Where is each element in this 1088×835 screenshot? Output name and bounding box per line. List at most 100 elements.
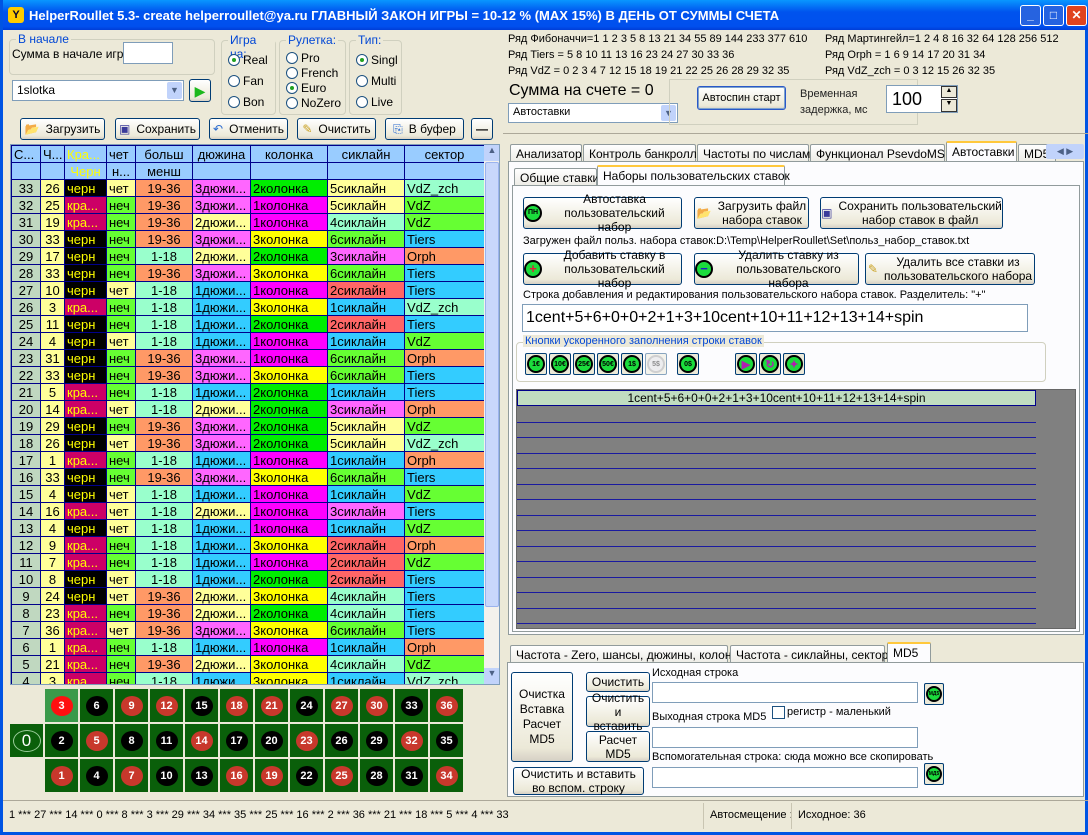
- board-number-25[interactable]: 25: [325, 759, 358, 792]
- eraser-button[interactable]: ✦: [783, 353, 805, 375]
- profile-select[interactable]: 1slotka ▼: [12, 80, 184, 101]
- board-number-24[interactable]: 24: [290, 689, 323, 722]
- board-number-16[interactable]: 16: [220, 759, 253, 792]
- play-button[interactable]: ▶: [189, 79, 211, 102]
- scroll-thumb[interactable]: [485, 162, 499, 607]
- load-button[interactable]: 📂 Загрузить: [20, 118, 105, 140]
- tab-3[interactable]: Функционал PsevdoMS: [810, 144, 945, 162]
- board-number-12[interactable]: 12: [150, 689, 183, 722]
- board-number-13[interactable]: 13: [185, 759, 218, 792]
- board-number-17[interactable]: 17: [220, 724, 253, 757]
- board-number-8[interactable]: 8: [115, 724, 148, 757]
- radio-fan[interactable]: Fan: [228, 74, 264, 88]
- radio-real[interactable]: Real: [228, 53, 268, 67]
- board-number-4[interactable]: 4: [80, 759, 113, 792]
- table-row[interactable]: 7 36 кра... чет 19-36 3дюжи... 3колонка 6сиклай…: [11, 621, 485, 639]
- aux-string-input[interactable]: [652, 767, 918, 788]
- play-button[interactable]: ▶: [735, 353, 757, 375]
- table-scrollbar[interactable]: ▲ ▼: [484, 145, 499, 684]
- spin-down-icon[interactable]: ▼: [941, 99, 957, 112]
- table-row[interactable]: 18 26 черн чет 19-36 3дюжи... 2колонка 5сиклайн…: [11, 434, 485, 452]
- md5-clear-button[interactable]: Очистить: [586, 672, 650, 692]
- tab-4[interactable]: Автоставки: [946, 141, 1017, 161]
- table-row[interactable]: 21 5 кра... неч 1-18 1дюжи... 2колонка 1сиклайн…: [11, 383, 485, 401]
- output-md5-input[interactable]: [652, 727, 918, 748]
- board-number-18[interactable]: 18: [220, 689, 253, 722]
- board-number-34[interactable]: 34: [430, 759, 463, 792]
- board-number-7[interactable]: 7: [115, 759, 148, 792]
- table-row[interactable]: 13 4 черн чет 1-18 1дюжи... 1колонка 1сиклайн Vd…: [11, 519, 485, 537]
- bet-set-row[interactable]: 1cent+5+6+0+0+2+1+3+10cent+10+11+12+13+1…: [517, 390, 1036, 406]
- table-row[interactable]: 20 14 кра... чет 1-18 2дюжи... 2колонка 3сиклай…: [11, 400, 485, 418]
- mode-select[interactable]: Автоставки ▼: [508, 103, 678, 123]
- board-number-33[interactable]: 33: [395, 689, 428, 722]
- radio-nozero[interactable]: NoZero: [286, 96, 341, 110]
- scroll-down-icon[interactable]: ▼: [484, 668, 499, 684]
- table-row[interactable]: 8 23 кра... неч 19-36 2дюжи... 2колонка 4сиклай…: [11, 604, 485, 622]
- board-number-26[interactable]: 26: [325, 724, 358, 757]
- radio-live[interactable]: Live: [356, 95, 393, 109]
- clear-paste-aux-button[interactable]: Очистить и вставить во вспом. строку: [513, 767, 644, 795]
- radio-pro[interactable]: Pro: [286, 51, 320, 65]
- md5-tab-0[interactable]: Частота - Zero, шансы, дюжины, колонки: [510, 645, 743, 663]
- add-bet-button[interactable]: + Добавить ставку в пользовательский набор: [523, 248, 682, 290]
- table-row[interactable]: 14 16 кра... чет 1-18 2дюжи... 1колонка 3сиклай…: [11, 502, 485, 520]
- quick-bet-3[interactable]: 50€: [597, 353, 619, 375]
- table-row[interactable]: 11 7 кра... неч 1-18 1дюжи... 1колонка 2сиклайн…: [11, 553, 485, 571]
- column-header[interactable]: дюжина: [192, 145, 251, 163]
- column-header[interactable]: Кра...: [64, 145, 107, 163]
- repeat-button[interactable]: ↻: [759, 353, 781, 375]
- board-number-15[interactable]: 15: [185, 689, 218, 722]
- table-row[interactable]: 27 10 черн чет 1-18 1дюжи... 1колонка 2сиклайн T…: [11, 281, 485, 299]
- load-set-button[interactable]: 📂 Загрузить файл набора ставок: [694, 197, 809, 229]
- radio-bon[interactable]: Bon: [228, 95, 264, 109]
- tab-1[interactable]: Контроль банкролла: [583, 144, 703, 162]
- board-number-28[interactable]: 28: [360, 759, 393, 792]
- md5-copy-icon-button[interactable]: МД5: [924, 763, 944, 785]
- board-number-35[interactable]: 35: [430, 724, 463, 757]
- board-number-21[interactable]: 21: [255, 689, 288, 722]
- quick-bet-0[interactable]: 1€: [525, 353, 547, 375]
- copy-button[interactable]: ⎘ В буфер: [385, 118, 464, 140]
- board-number-2[interactable]: 2: [45, 724, 78, 757]
- board-number-10[interactable]: 10: [150, 759, 183, 792]
- table-row[interactable]: 26 3 кра... неч 1-18 1дюжи... 3колонка 1сиклайн…: [11, 298, 485, 316]
- autospin-start-button[interactable]: Автоспин старт: [697, 86, 786, 110]
- column-header[interactable]: Ч...: [40, 145, 65, 163]
- spin-up-icon[interactable]: ▲: [941, 86, 957, 98]
- table-row[interactable]: 10 8 черн чет 1-18 1дюжи... 2колонка 2сиклайн Ti…: [11, 570, 485, 588]
- table-row[interactable]: 28 33 черн неч 19-36 3дюжи... 3колонка 6сиклайн…: [11, 264, 485, 282]
- quick-bet-1[interactable]: 10€: [549, 353, 571, 375]
- board-number-30[interactable]: 30: [360, 689, 393, 722]
- clear-button[interactable]: ✎ Очистить: [297, 118, 376, 140]
- board-number-1[interactable]: 1: [45, 759, 78, 792]
- md5-tab-1[interactable]: Частота - сиклайны, сектора: [730, 645, 895, 663]
- board-number-6[interactable]: 6: [80, 689, 113, 722]
- bet-string-input[interactable]: 1cent+5+6+0+0+2+1+3+10cent+10+11+12+13+1…: [522, 304, 1028, 332]
- md5-calc-icon-button[interactable]: МД5: [924, 683, 944, 705]
- table-row[interactable]: 24 4 черн чет 1-18 1дюжи... 1колонка 1сиклайн Vd…: [11, 332, 485, 350]
- delete-all-bets-button[interactable]: ✎ Удалить все ставки из пользовательского …: [865, 253, 1035, 285]
- board-number-31[interactable]: 31: [395, 759, 428, 792]
- quick-bet-6[interactable]: 0$: [677, 353, 699, 375]
- scroll-up-icon[interactable]: ▲: [484, 145, 499, 161]
- radio-singl[interactable]: Singl: [356, 53, 398, 67]
- undo-button[interactable]: ↶ Отменить: [209, 118, 288, 140]
- table-row[interactable]: 17 1 кра... неч 1-18 1дюжи... 1колонка 1сиклайн…: [11, 451, 485, 469]
- board-number-36[interactable]: 36: [430, 689, 463, 722]
- board-number-3[interactable]: 3: [45, 689, 78, 722]
- md5-calc-button[interactable]: Расчет MD5: [586, 731, 650, 762]
- table-row[interactable]: 12 9 кра... неч 1-18 1дюжи... 3колонка 2сиклайн…: [11, 536, 485, 554]
- tab-scroll-arrows[interactable]: ◀ ▶: [1046, 144, 1084, 159]
- column-header[interactable]: чет: [106, 145, 136, 163]
- table-row[interactable]: 33 26 черн чет 19-36 3дюжи... 2колонка 5сиклайн…: [11, 179, 485, 197]
- board-number-20[interactable]: 20: [255, 724, 288, 757]
- quick-bet-4[interactable]: 1$: [621, 353, 643, 375]
- save-set-button[interactable]: ▣ Сохранить пользовательский набор ставок …: [820, 197, 1003, 229]
- table-row[interactable]: 6 1 кра... неч 1-18 1дюжи... 1колонка 1сиклайн O…: [11, 638, 485, 656]
- source-string-input[interactable]: [652, 682, 918, 703]
- board-number-19[interactable]: 19: [255, 759, 288, 792]
- column-header[interactable]: больш: [135, 145, 193, 163]
- start-sum-input[interactable]: [123, 42, 173, 64]
- bet-sets-list[interactable]: 1cent+5+6+0+0+2+1+3+10cent+10+11+12+13+1…: [516, 389, 1076, 629]
